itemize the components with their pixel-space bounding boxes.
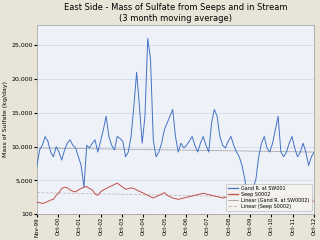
Title: East Side - Mass of Sulfate from Seeps and in Stream
(3 month moving average): East Side - Mass of Sulfate from Seeps a… (64, 3, 287, 23)
Legend: Gand R. at SW001, Seep S0002, Linear (Gand R. at SW0002), Linear (Seep S0002): Gand R. at SW001, Seep S0002, Linear (Ga… (226, 184, 312, 211)
Y-axis label: Mass of Sulfate (kg/day): Mass of Sulfate (kg/day) (3, 81, 8, 157)
